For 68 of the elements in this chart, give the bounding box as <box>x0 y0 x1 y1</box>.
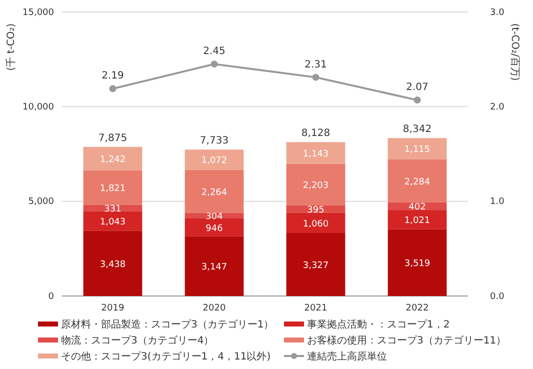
bar <box>388 138 447 160</box>
point <box>109 85 116 92</box>
data-label: 3,519 <box>404 259 430 270</box>
data-label: 2,284 <box>404 177 430 188</box>
bar <box>388 210 447 230</box>
bar <box>388 159 447 202</box>
total-label: 7,875 <box>98 132 128 144</box>
data-label: 946 <box>206 224 224 234</box>
bar <box>286 212 346 234</box>
data-label: 1,043 <box>100 218 126 228</box>
point <box>210 60 218 68</box>
legend-label: お客様の使用：スコープ3（カテゴリー11） <box>307 334 506 346</box>
legend-label: 連結売上高原単位 <box>307 350 387 362</box>
data-label: 304 <box>206 212 224 222</box>
total-label: 8,128 <box>301 128 330 140</box>
bar <box>286 142 346 164</box>
bar <box>184 170 244 213</box>
data-label: 3,438 <box>100 260 126 270</box>
bar <box>184 218 244 236</box>
y2-tick-label: 2.0 <box>490 102 505 113</box>
data-label: 2.45 <box>203 46 226 58</box>
total-label: 7,733 <box>200 136 229 147</box>
y2-tick-label: 0.0 <box>490 292 505 302</box>
data-label: 402 <box>408 202 426 213</box>
legend-label: 事業拠点活動・：スコープ1，2 <box>307 318 450 330</box>
y-axis-title: (千 t-CO₂) <box>5 23 17 71</box>
y-tick-label: 10,000 <box>22 102 54 113</box>
x-tick-label: 2019 <box>101 303 124 314</box>
legend-label: その他：スコープ3(カテゴリー1，4，11以外) <box>61 350 271 362</box>
x-tick-label: 2021 <box>304 303 328 314</box>
data-label: 395 <box>307 206 324 216</box>
bar <box>388 229 447 296</box>
legend-label: 原材料・部品製造：スコープ3（カテゴリー1） <box>61 318 274 330</box>
data-label: 3,147 <box>201 262 228 273</box>
bar <box>83 146 142 170</box>
bar <box>83 230 142 296</box>
x-tick-label: 2022 <box>406 303 429 314</box>
data-label: 1,072 <box>201 156 228 166</box>
point <box>312 74 320 81</box>
data-label: 1,115 <box>404 145 430 156</box>
y-tick-label: 15,000 <box>22 8 54 18</box>
point <box>414 96 421 104</box>
data-label: 2,203 <box>302 181 329 192</box>
bar <box>83 211 142 231</box>
total-label: 8,342 <box>402 124 432 136</box>
y2-tick-label: 1.0 <box>490 197 505 208</box>
bar <box>184 236 244 296</box>
data-label: 331 <box>104 204 122 215</box>
bar <box>286 164 346 206</box>
y-tick-label: 0 <box>48 292 54 302</box>
bar <box>184 150 244 170</box>
data-label: 2.07 <box>406 82 428 94</box>
y2-axis-title: (t-CO₂/百万) <box>509 23 520 81</box>
legend-label: 物流：スコープ3（カテゴリー4） <box>61 334 214 346</box>
data-label: 1,060 <box>302 219 329 230</box>
data-label: 1,821 <box>100 184 126 194</box>
data-label: 1,143 <box>302 149 329 160</box>
data-label: 2.19 <box>102 70 124 82</box>
bar <box>83 170 142 205</box>
bar <box>286 233 346 296</box>
data-label: 1,242 <box>100 155 126 166</box>
y-tick-label: 5,000 <box>28 197 54 208</box>
y2-tick-label: 3.0 <box>490 8 505 18</box>
data-label: 3,327 <box>302 261 329 272</box>
data-label: 1,021 <box>404 216 430 226</box>
data-label: 2,264 <box>201 188 228 198</box>
x-tick-label: 2020 <box>202 303 226 314</box>
data-label: 2.31 <box>304 59 327 70</box>
